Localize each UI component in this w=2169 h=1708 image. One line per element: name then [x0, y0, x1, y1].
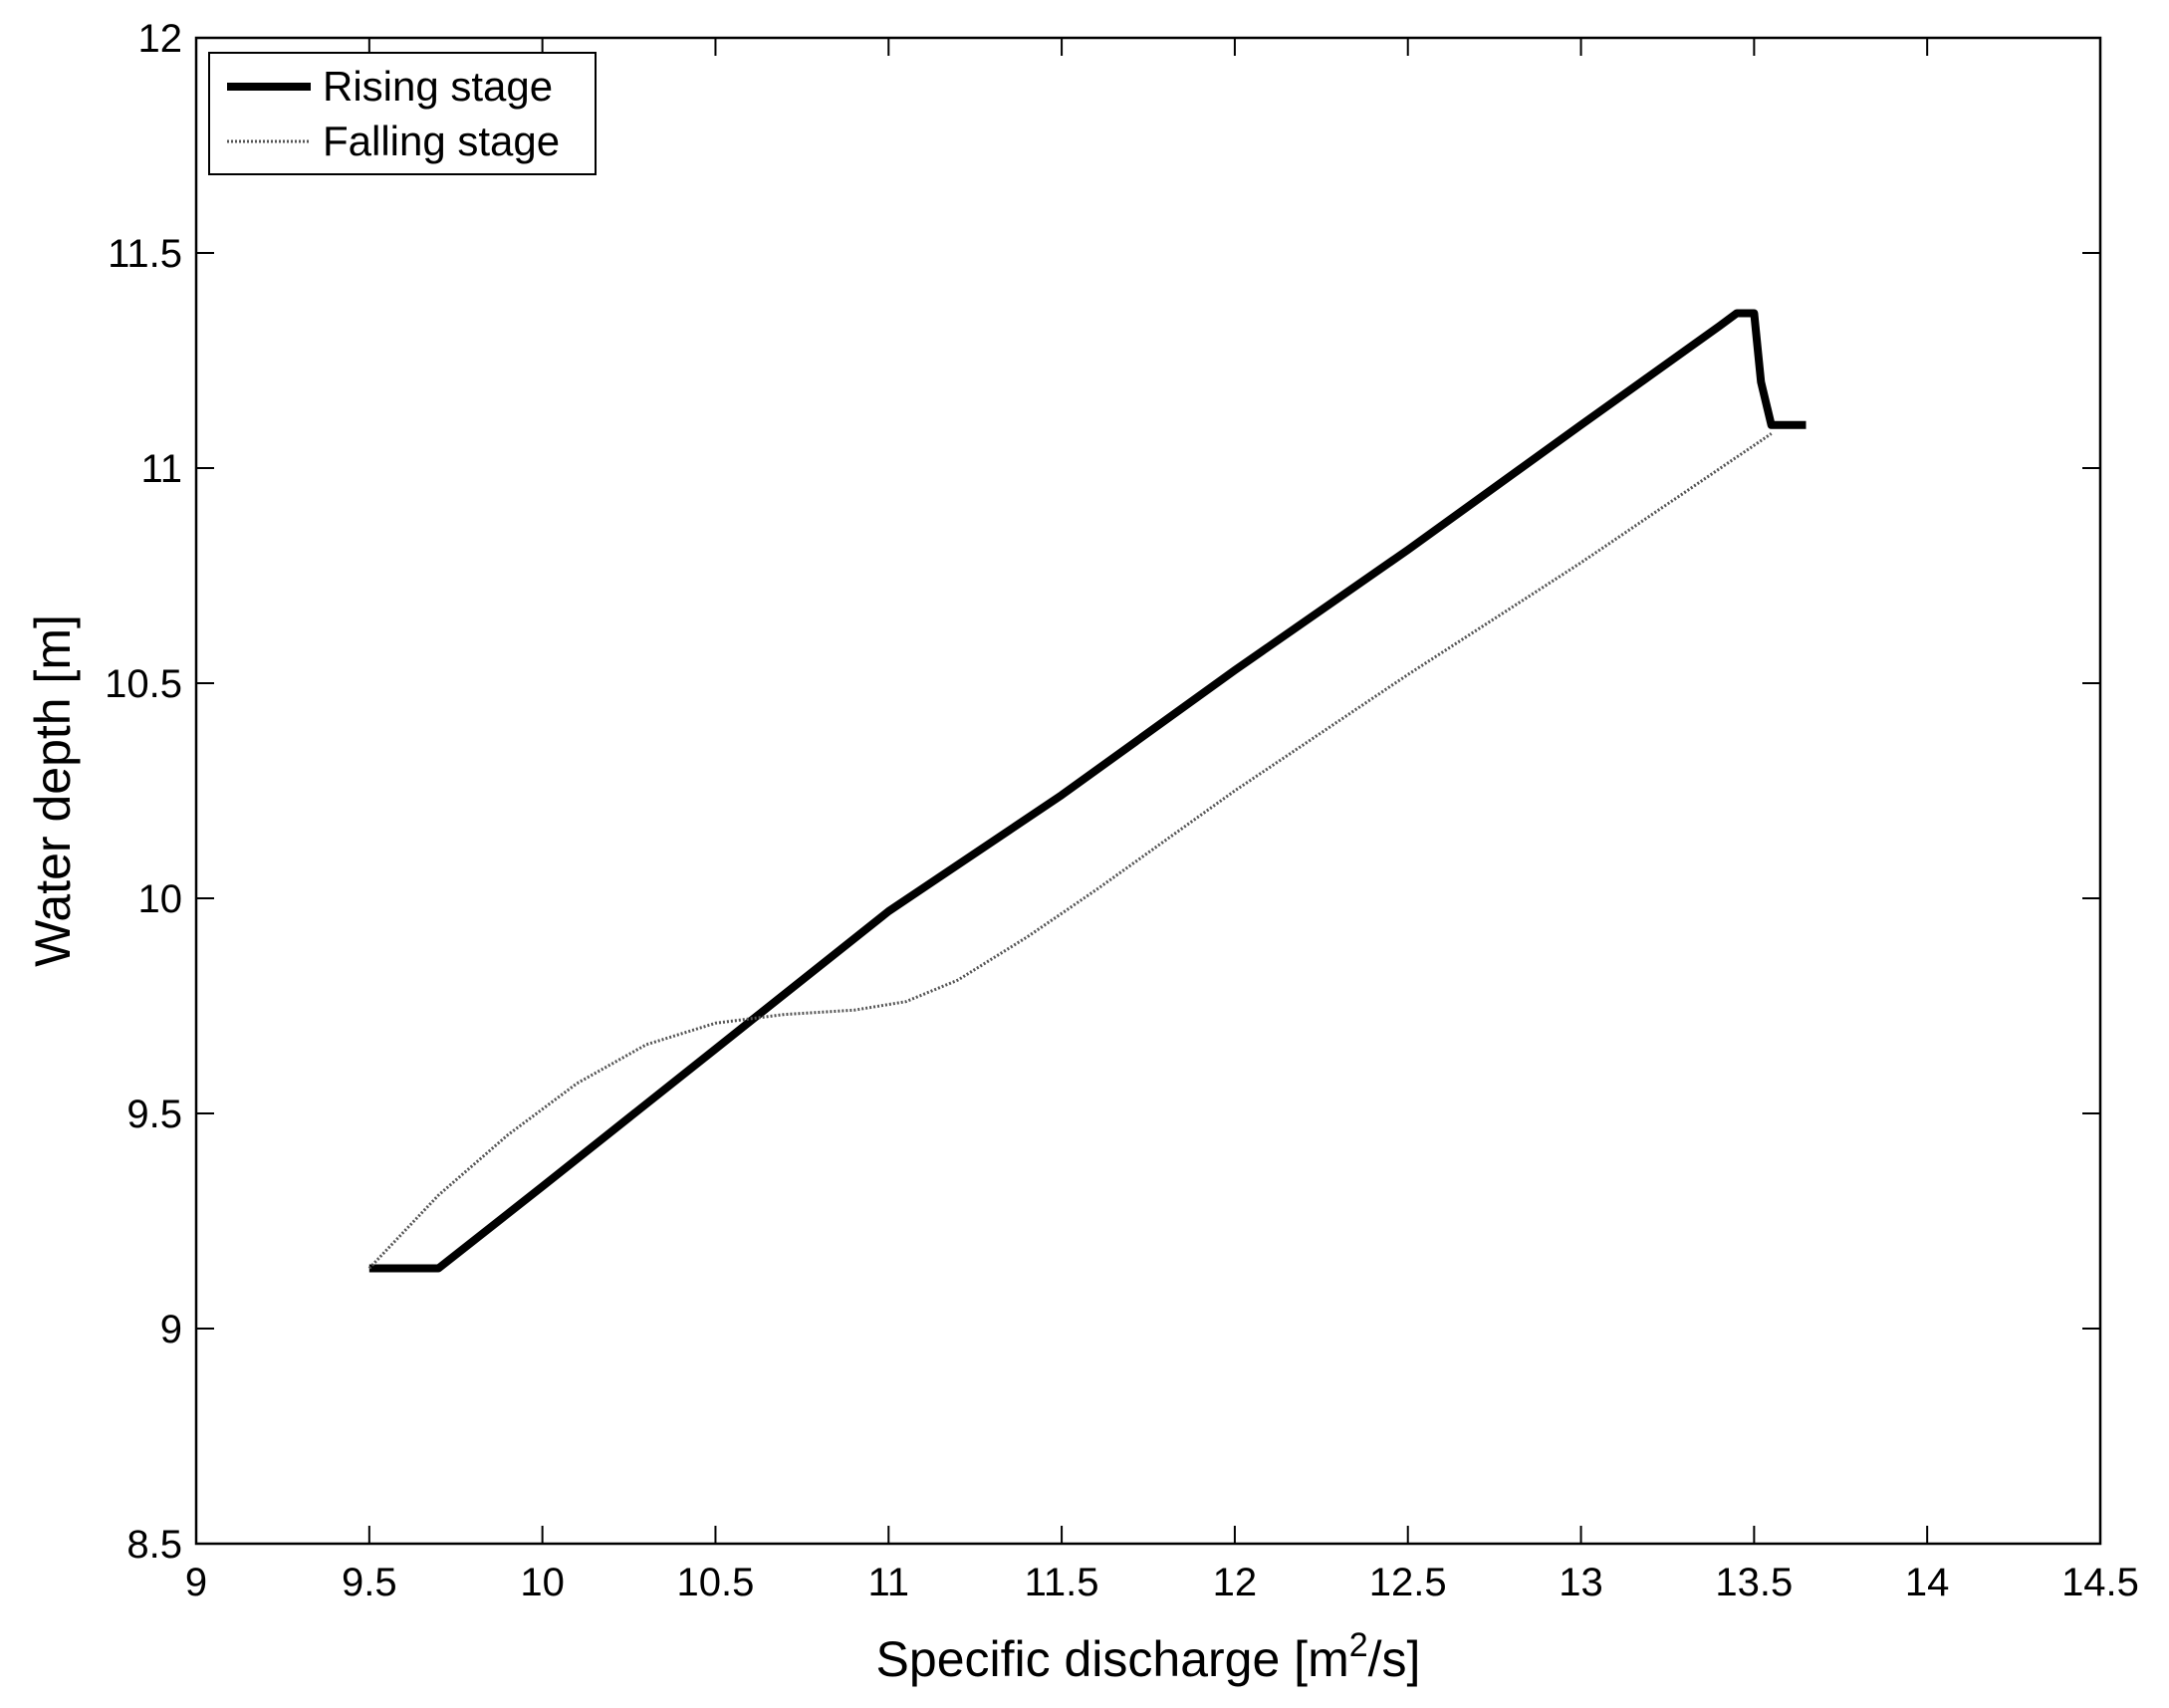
legend: Rising stage Falling stage	[208, 52, 597, 175]
x-axis-label-superscript: 2	[1349, 1626, 1368, 1664]
series-layer	[367, 309, 1807, 1273]
legend-label-rising: Rising stage	[323, 63, 553, 110]
series-line-rising-stage	[368, 309, 1807, 1273]
y-tick-label: 8.5	[126, 1523, 182, 1567]
y-tick-label: 12	[138, 17, 183, 61]
y-tick-label: 9.5	[126, 1093, 182, 1136]
x-tick-label: 13	[1559, 1561, 1603, 1604]
x-tick-label: 9.5	[342, 1561, 397, 1604]
y-tick-label: 11	[140, 447, 182, 491]
x-tick-label: 10.5	[677, 1561, 755, 1604]
y-axis-label: Water depth [m]	[25, 614, 81, 967]
x-tick-label: 13.5	[1715, 1561, 1793, 1604]
series-line-falling-stage	[367, 432, 1773, 1270]
y-tick-label: 10	[138, 877, 183, 921]
x-tick-label: 14	[1905, 1561, 1950, 1604]
plot-area-frame	[194, 36, 2102, 1546]
y-tick-label: 9	[160, 1308, 182, 1351]
x-tick-label: 11.5	[1025, 1561, 1099, 1604]
legend-label-falling: Falling stage	[323, 118, 560, 164]
legend-box	[208, 52, 597, 175]
x-tick-label: 9	[185, 1561, 207, 1604]
x-axis-label: Specific discharge [m2/s]	[876, 1626, 1421, 1687]
x-tick-label: 10	[520, 1561, 565, 1604]
x-tick-label: 14.5	[2061, 1561, 2139, 1604]
y-tick-label: 10.5	[105, 662, 182, 706]
ticks-layer: 9 9.5 10 10.5 11 11.5 12 12.5 13 13.5 14 14.58.599.…	[105, 17, 2139, 1604]
x-tick-label: 12.5	[1369, 1561, 1447, 1604]
x-tick-label: 11	[868, 1561, 910, 1604]
x-tick-label: 12	[1213, 1561, 1258, 1604]
y-tick-label: 11.5	[108, 232, 182, 276]
